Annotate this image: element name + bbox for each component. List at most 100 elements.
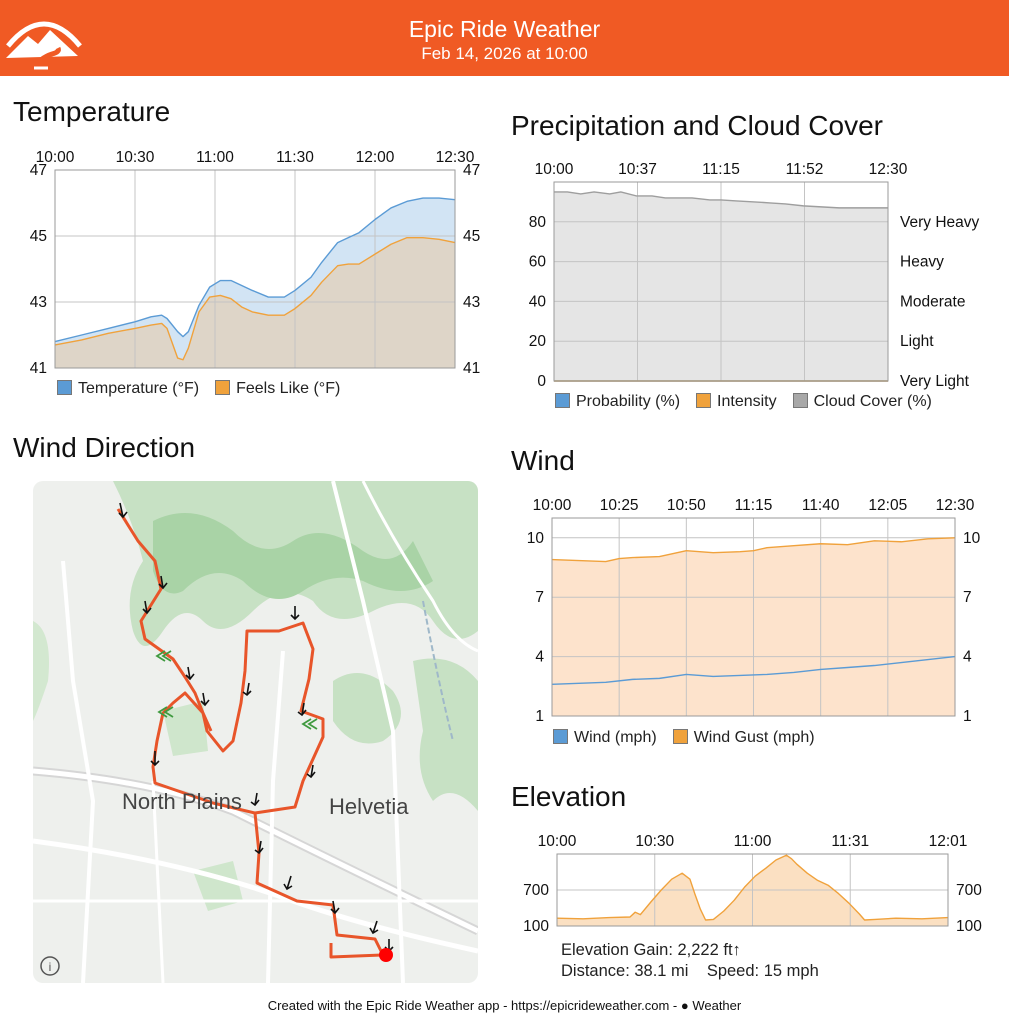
x-tick-label: 11:52 [786,161,824,178]
intensity-tick-label: Moderate [900,293,965,310]
y-tick-label: 700 [523,882,549,899]
plot-frame [556,853,949,927]
ride-speed: Speed: 15 mph [706,962,819,980]
wind-direction-title: Wind Direction [13,432,196,463]
road [361,481,478,653]
y-tick-label: 100 [523,918,549,935]
legend-label: Temperature (°F) [78,380,200,397]
legend-swatch [792,393,808,408]
info-icon[interactable]: i [40,956,60,976]
y-tick-label: 40 [529,293,547,310]
series-line-0 [551,655,956,686]
footer-text: Created with the Epic Ride Weather app -… [267,998,681,1013]
intensity-tick-label: Very Heavy [900,214,980,231]
end-marker [379,948,393,962]
temperature-legend: Temperature (°F) Feels Like (°F) [57,380,356,398]
tailwind-arrows [155,650,318,730]
map-label-north-plains: North Plains [122,789,242,814]
x-tick-label: 10:25 [600,497,639,514]
x-tick-label: 11:15 [735,497,773,514]
legend-item: Intensity [696,393,777,410]
y-tick-label: 80 [529,214,547,231]
intensity-tick-label: Light [900,333,934,350]
x-tick-label: 11:30 [276,149,314,166]
mountain-road-logo-icon [6,21,82,70]
y-tick-label: 0 [537,373,546,390]
legend-item: Probability (%) [555,393,680,410]
series-line-0 [54,197,456,343]
precipitation-chart: 10:00 10:37 11:15 11:52 12:30 0 20 40 60 80 Very L… [529,161,980,390]
legend-label: Cloud Cover (%) [813,393,932,410]
y-tick-label: 45 [30,228,47,245]
apple-icon: ● [680,998,689,1013]
intensity-tick-label: Heavy [900,254,944,271]
x-tick-label: 10:50 [667,497,706,514]
highway-road [33,768,478,934]
y-tick-label-right: 45 [463,228,480,245]
road [151,780,165,983]
y-tick-label-right: 43 [463,294,480,311]
series-line-1 [551,537,956,563]
y-tick-label-right: 41 [463,360,480,377]
y-tick-label: 1 [535,708,544,725]
legend-label: Feels Like (°F) [236,380,341,397]
y-tick-label: 43 [30,294,47,311]
x-tick-label: 11:00 [734,833,772,850]
y-tick-label: 20 [529,333,547,350]
river [422,600,454,742]
legend-swatch [672,729,688,744]
x-tick-label: 12:01 [929,833,968,850]
series-line-2 [554,191,888,209]
series-line-0 [556,854,949,921]
elevation-chart: 10:00 10:30 11:00 11:31 12:01 100 100 700 700 [523,833,982,935]
x-tick-label: 12:05 [868,497,907,514]
x-tick-label: 12:30 [436,149,475,166]
x-tick-label: 10:00 [533,497,572,514]
legend-item: Temperature (°F) [57,380,199,397]
road [33,838,478,954]
ride-distance: Distance: 38.1 mi [561,962,689,980]
x-tick-label: 11:31 [831,833,869,850]
plot-frame [553,181,889,382]
elevation-title: Elevation [511,781,627,812]
svg-text:i: i [49,960,52,974]
intensity-tick-label: Very Light [900,373,970,390]
legend-swatch [57,380,72,395]
y-tick-label-right: 1 [963,708,972,725]
x-tick-label: 10:00 [36,149,75,166]
footer-weather: Weather [692,998,742,1013]
x-tick-label: 11:00 [196,149,234,166]
legend-item: Cloud Cover (%) [792,393,932,410]
x-tick-label: 11:15 [702,161,740,178]
x-tick-label: 10:00 [538,833,577,850]
road [61,560,96,983]
ride-distance-speed: Distance: 38.1 mi Speed: 15 mph [561,962,819,981]
x-tick-label: 10:30 [635,833,674,850]
y-tick-label: 7 [535,589,544,606]
y-tick-label: 10 [527,530,545,547]
x-tick-label: 10:00 [535,161,574,178]
ride-date: Feb 14, 2026 at 10:00 [421,44,588,63]
legend-item: Wind (mph) [553,729,657,746]
series-area-1 [55,237,455,368]
field-area [163,701,208,756]
road [331,481,405,983]
wind-chart: 10:00 10:25 10:50 11:15 11:40 12:05 12:30 1 1 4 4 7… [527,497,981,725]
x-tick-label: 12:30 [936,497,975,514]
route-line [253,812,385,959]
map-canvas: North Plains Helvetia i [33,481,478,983]
elevation-gain: Elevation Gain: 2,222 ft↑ [561,941,741,959]
x-tick-label: 11:40 [802,497,840,514]
legend-swatch [696,393,712,408]
forest-area [413,658,478,811]
y-tick-label: 47 [30,162,47,179]
forest-area [153,513,433,599]
legend-item: Feels Like (°F) [215,380,340,397]
wind-direction-map[interactable]: North Plains Helvetia i [33,481,478,983]
y-tick-label: 41 [30,360,47,377]
y-tick-label-right: 700 [956,882,982,899]
plot-frame [551,517,956,717]
y-tick-label-right: 47 [463,162,480,179]
app-title: Epic Ride Weather [408,16,601,42]
series-line-1 [54,236,456,361]
